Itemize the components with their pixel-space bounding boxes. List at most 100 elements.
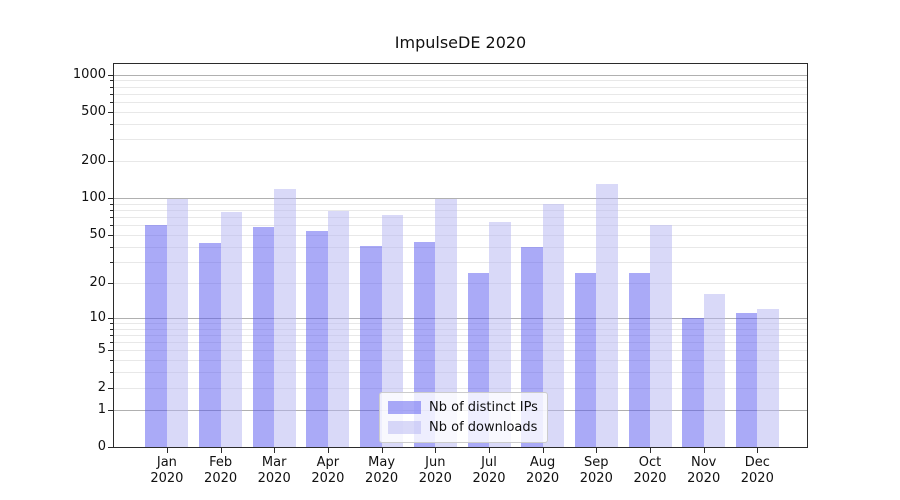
bar-mar-2020-nb-of-distinct-ips [252, 227, 275, 447]
legend-label-downloads: Nb of downloads [429, 420, 538, 435]
y-tick-500 [108, 111, 113, 113]
x-tick-jul-2020 [489, 448, 490, 453]
x-tick-label-aug-2020: Aug 2020 [526, 455, 560, 486]
y-minor-tick-30 [110, 261, 113, 263]
y-minor-tick-8 [110, 328, 113, 330]
x-tick-apr-2020 [327, 448, 329, 453]
y-tick-1000 [108, 74, 113, 76]
x-tick-sep-2020 [596, 448, 598, 453]
bar-jul-2020-nb-of-downloads [489, 221, 511, 447]
minor-gridline-8 [114, 328, 807, 330]
y-minor-tick-3 [110, 372, 113, 374]
x-tick-label-oct-2020: Oct 2020 [633, 455, 667, 486]
minor-gridline-600 [114, 102, 807, 103]
x-tick-nov-2020 [703, 448, 705, 453]
y-tick-label-100: 100 [81, 190, 106, 206]
bar-jan-2020-nb-of-downloads [166, 199, 189, 447]
y-minor-tick-400 [110, 123, 113, 125]
y-tick-label-0: 0 [97, 439, 106, 454]
bar-sep-2020-nb-of-distinct-ips [574, 273, 597, 447]
y-minor-tick-900 [110, 80, 113, 82]
y-tick-label-1: 1 [97, 401, 106, 417]
y-minor-tick-90 [110, 203, 113, 205]
bar-dec-2020-nb-of-downloads [757, 308, 779, 447]
y-tick-2 [108, 387, 113, 389]
y-minor-tick-6 [110, 342, 113, 344]
x-tick-label-sep-2020: Sep 2020 [579, 455, 613, 486]
minor-gridline-800 [114, 86, 807, 88]
x-tick-mar-2020 [274, 448, 276, 453]
y-tick-10 [108, 317, 113, 319]
minor-gridline-6 [114, 342, 807, 344]
x-tick-label-nov-2020: Nov 2020 [687, 455, 721, 486]
y-tick-5 [108, 350, 113, 352]
y-minor-tick-600 [110, 102, 113, 103]
major-gridline-10 [114, 317, 807, 319]
minor-gridline-4 [114, 360, 807, 362]
y-tick-label-1000: 1000 [72, 66, 106, 82]
y-tick-100 [108, 198, 113, 200]
y-tick-label-20: 20 [89, 274, 106, 290]
x-tick-label-jan-2020: Jan 2020 [150, 455, 184, 486]
bar-oct-2020-nb-of-downloads [650, 225, 672, 447]
minor-gridline-9 [114, 322, 807, 324]
y-tick-label-5: 5 [97, 342, 106, 358]
minor-gridline-200 [114, 161, 807, 163]
legend-label-distinct-ips: Nb of distinct IPs [429, 400, 538, 415]
minor-gridline-400 [114, 123, 807, 125]
minor-gridline-90 [114, 203, 807, 205]
y-minor-tick-700 [110, 93, 113, 95]
y-tick-200 [108, 161, 113, 163]
bar-feb-2020-nb-of-downloads [220, 212, 243, 447]
y-minor-tick-60 [110, 225, 113, 227]
y-tick-label-200: 200 [81, 153, 106, 169]
minor-gridline-50 [114, 235, 807, 236]
minor-gridline-7 [114, 334, 807, 336]
legend-item-distinct-ips: Nb of distinct IPs [388, 400, 538, 415]
minor-gridline-20 [114, 282, 807, 284]
major-gridline-1000 [114, 74, 807, 76]
y-tick-0 [108, 447, 113, 448]
y-tick-50 [108, 235, 113, 236]
x-tick-may-2020 [381, 448, 383, 453]
x-tick-oct-2020 [650, 448, 651, 453]
x-tick-jan-2020 [166, 448, 168, 453]
legend-item-downloads: Nb of downloads [388, 420, 538, 435]
x-tick-jun-2020 [435, 448, 437, 453]
y-tick-label-10: 10 [89, 309, 106, 325]
minor-gridline-500 [114, 111, 807, 113]
y-tick-label-50: 50 [89, 227, 106, 242]
x-tick-label-jun-2020: Jun 2020 [418, 455, 452, 486]
x-tick-label-mar-2020: Mar 2020 [257, 455, 291, 486]
bar-dec-2020-nb-of-distinct-ips [735, 313, 758, 447]
y-tick-label-2: 2 [97, 379, 106, 395]
y-minor-tick-300 [110, 139, 113, 141]
y-minor-tick-4 [110, 360, 113, 362]
chart-title: ImpulseDE 2020 [394, 33, 527, 52]
y-minor-tick-40 [110, 246, 113, 248]
bar-jan-2020-nb-of-distinct-ips [145, 225, 167, 447]
minor-gridline-700 [114, 93, 807, 95]
minor-gridline-900 [114, 80, 807, 82]
y-tick-1 [108, 409, 113, 411]
x-tick-aug-2020 [542, 448, 544, 453]
x-tick-label-feb-2020: Feb 2020 [204, 455, 238, 486]
bar-nov-2020-nb-of-distinct-ips [682, 317, 704, 447]
bar-jun-2020-nb-of-downloads [435, 198, 457, 447]
x-tick-dec-2020 [757, 448, 759, 453]
minor-gridline-70 [114, 217, 807, 219]
x-tick-label-may-2020: May 2020 [365, 455, 399, 486]
x-tick-label-dec-2020: Dec 2020 [740, 455, 774, 486]
bar-nov-2020-nb-of-downloads [703, 294, 726, 447]
y-tick-label-500: 500 [81, 103, 106, 119]
bar-may-2020-nb-of-distinct-ips [360, 245, 382, 447]
bar-apr-2020-nb-of-distinct-ips [306, 230, 328, 447]
x-tick-label-apr-2020: Apr 2020 [311, 455, 345, 486]
bar-mar-2020-nb-of-downloads [274, 188, 296, 447]
plot-area: Nb of distinct IPs Nb of downloads [113, 63, 808, 448]
minor-gridline-300 [114, 139, 807, 141]
minor-gridline-80 [114, 210, 807, 212]
y-minor-tick-9 [110, 322, 113, 324]
y-tick-20 [108, 282, 113, 284]
